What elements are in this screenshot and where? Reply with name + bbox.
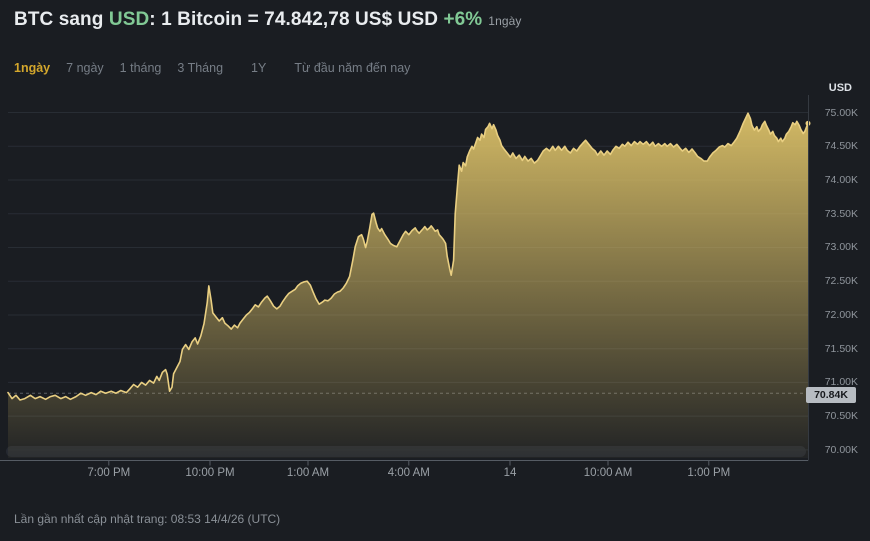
pair-base: BTC sang: [14, 9, 104, 30]
y-axis-tick-10: 70.00K: [824, 443, 858, 456]
x-axis-tick-6: 1:00 PM: [687, 467, 731, 479]
last-updated: Lần gần nhất cập nhật trang: 08:53 14/4/…: [14, 512, 281, 526]
y-axis-tick-1: 74.50K: [824, 140, 858, 153]
y-axis-tick-8: 71.00K: [824, 376, 858, 389]
y-axis-tick-9: 70.50K: [824, 410, 858, 423]
y-axis-tick-3: 73.50K: [824, 207, 858, 220]
x-axis-tick-3: 4:00 AM: [387, 467, 430, 479]
tab-range-1[interactable]: 7 ngày: [66, 61, 104, 75]
y-axis-tick-2: 74.00K: [824, 174, 858, 186]
prev-close-label: 70.84K: [806, 387, 856, 403]
y-axis-tick-6: 72.00K: [824, 308, 858, 321]
tab-range-5[interactable]: Từ đầu năm đến nay: [294, 61, 411, 75]
y-axis-tick-4: 73.00K: [824, 241, 858, 254]
x-axis-tick-0: 7:00 PM: [87, 467, 131, 479]
tab-range-2[interactable]: 1 tháng: [119, 61, 162, 75]
x-axis-tick-1: 10:00 PM: [185, 467, 235, 479]
y-axis-tick-7: 71.50K: [824, 342, 858, 355]
y-axis-tick-5: 72.50K: [824, 275, 858, 288]
period-label: 1ngày: [488, 14, 522, 28]
pair-currency: USD: [108, 9, 150, 30]
page-title: BTC sang USD: 1 Bitcoin = 74.842,78 US$ …: [14, 9, 522, 31]
x-axis-tick-5: 10:00 AM: [583, 467, 633, 479]
tab-range-0[interactable]: 1ngày: [14, 61, 51, 75]
change-badge: +6%: [443, 9, 483, 30]
time-range-tabs: 1ngày 7 ngày 1 tháng 3 Tháng 1Y Từ đầu năm đế…: [14, 61, 410, 75]
quote-price: : 1 Bitcoin = 74.842,78 US$ USD: [149, 9, 439, 30]
y-axis-unit: USD: [828, 82, 852, 94]
tab-range-4[interactable]: 1Y: [251, 61, 267, 75]
x-axis-tick-4: 14: [503, 467, 517, 479]
x-axis-tick-2: 1:00 AM: [286, 467, 330, 479]
y-axis-tick-0: 75.00K: [824, 106, 858, 119]
tab-range-3[interactable]: 3 Tháng: [177, 61, 224, 75]
